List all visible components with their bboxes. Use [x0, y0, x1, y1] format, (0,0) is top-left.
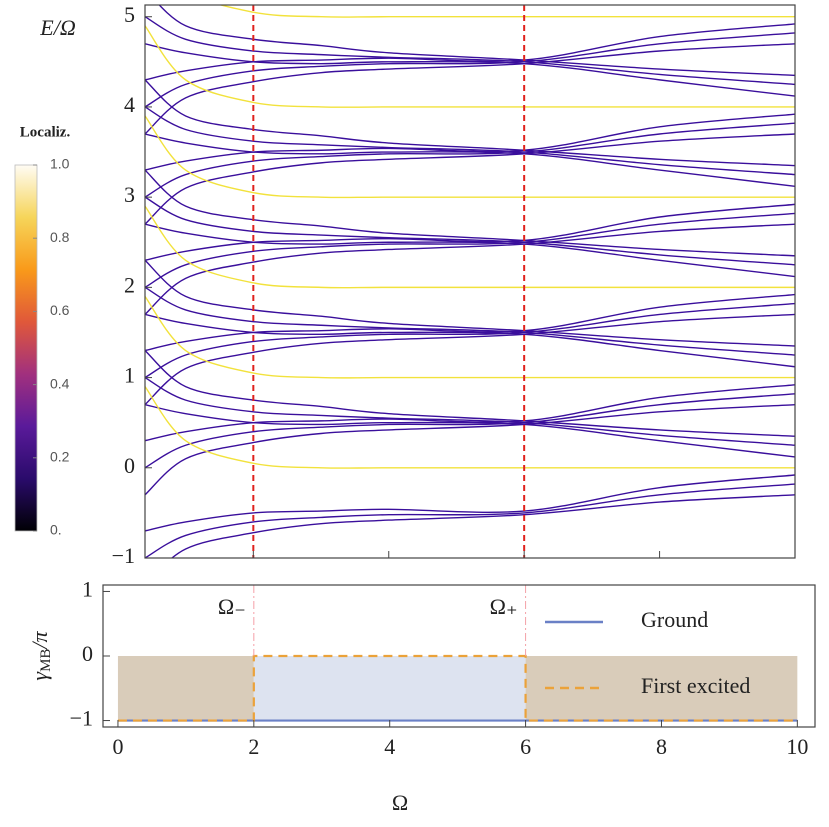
- colorbar-tick-label: 0.4: [50, 375, 70, 391]
- y-tick-label: 2: [124, 272, 135, 297]
- series-line: [158, 5, 795, 77]
- annotation: Ω₋: [218, 594, 246, 619]
- y-tick-label: 1: [82, 577, 93, 602]
- legend-label: First excited: [641, 673, 750, 698]
- series-line: [145, 32, 795, 108]
- x-tick-label: 4: [384, 734, 395, 759]
- series-line: [145, 43, 795, 97]
- series-line: [145, 106, 795, 176]
- y-tick-label: 3: [124, 182, 135, 207]
- x-tick-label: 10: [786, 734, 808, 759]
- series-line: [145, 474, 795, 532]
- series-line: [170, 494, 795, 558]
- series-line: [145, 293, 795, 352]
- legend-label: Ground: [641, 607, 708, 632]
- label-part: /π: [27, 630, 52, 650]
- series-line: [145, 205, 795, 289]
- shaded-region: [253, 656, 526, 721]
- series-line: [145, 259, 795, 347]
- y-tick-label: −1: [70, 706, 93, 731]
- series-line: [145, 384, 795, 442]
- x-axis-label: Ω: [392, 790, 408, 815]
- series-line: [145, 349, 795, 437]
- series-line: [145, 122, 795, 198]
- x-tick-label: 6: [520, 734, 531, 759]
- series-line: [145, 23, 795, 81]
- colorbar-tick-label: 0.6: [50, 302, 70, 318]
- series-line: [145, 169, 795, 257]
- colorbar-tick-label: 0.2: [50, 449, 70, 465]
- y-tick-label: 0: [124, 453, 135, 478]
- annotation: Ω₊: [490, 594, 518, 619]
- series-line: [145, 212, 795, 288]
- y-tick-label: 1: [124, 363, 135, 388]
- plot-area: [117, 585, 798, 722]
- series-line: [145, 386, 795, 469]
- colorbar-tick-label: 0.: [50, 522, 62, 538]
- series-line: [145, 223, 795, 278]
- series-line: [145, 403, 795, 458]
- plot-frame: [144, 4, 796, 559]
- series-line: [145, 393, 795, 469]
- colorbar-gradient: [14, 164, 38, 532]
- shaded-region: [117, 656, 254, 721]
- y-axis-label: E/Ω: [39, 15, 76, 40]
- series-line: [145, 16, 795, 86]
- series-line: [145, 313, 795, 368]
- shaded-region: [525, 656, 798, 721]
- y-tick-label: 4: [124, 92, 135, 117]
- colorbar: Localiz. 0. 0.2 0.4 0.6 0.8 1.0: [14, 124, 71, 538]
- series-line: [145, 196, 795, 266]
- plot-area: [145, 5, 795, 558]
- series-line: [145, 203, 795, 261]
- series-line: [145, 115, 795, 199]
- x-tick-label: 2: [248, 734, 259, 759]
- colorbar-tick-label: 0.8: [50, 229, 70, 245]
- series-line: [117, 654, 798, 722]
- label-part: γ: [27, 671, 52, 681]
- label-part: MB: [38, 649, 54, 672]
- series-line: [218, 5, 795, 18]
- series-line: [145, 79, 795, 167]
- y-tick-label: 0: [82, 641, 93, 666]
- x-tick-label: 8: [656, 734, 667, 759]
- series-line: [145, 25, 795, 108]
- y-tick-label: −1: [112, 543, 135, 568]
- y-axis-label: γMB/π: [27, 630, 54, 680]
- series-line: [145, 113, 795, 171]
- series-line: [145, 483, 795, 558]
- x-tick-label: 0: [112, 734, 123, 759]
- colorbar-tick-label: 1.0: [50, 156, 70, 172]
- series-line: [145, 302, 795, 379]
- series-line: [145, 295, 795, 379]
- series-line: [145, 376, 795, 446]
- series-line: [145, 133, 795, 188]
- series-line: [145, 286, 795, 356]
- colorbar-title: Localiz.: [20, 124, 71, 140]
- y-tick-label: 5: [124, 2, 135, 27]
